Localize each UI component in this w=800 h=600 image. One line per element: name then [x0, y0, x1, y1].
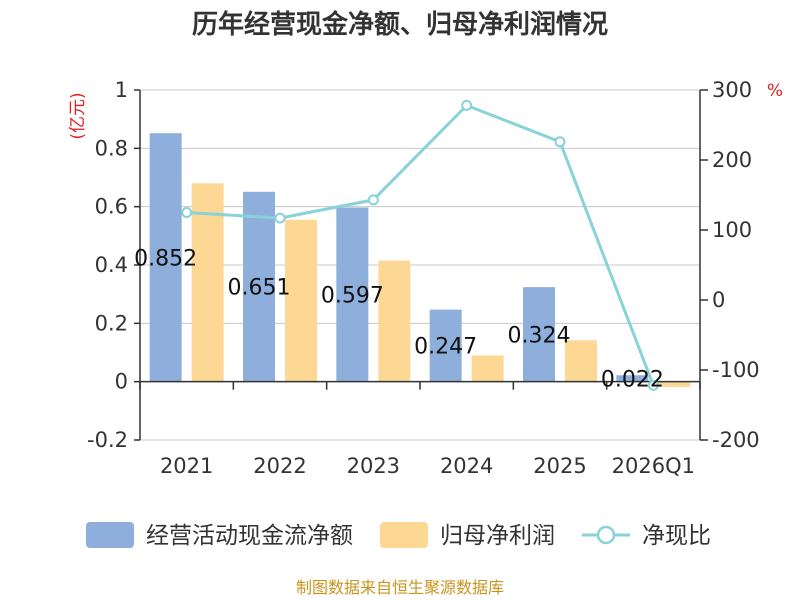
legend-label-net-profit: 归母净利润 [440, 523, 555, 549]
bars [149, 133, 691, 387]
source-note: 制图数据来自恒生聚源数据库 [296, 578, 504, 597]
x-tick-label: 2026Q1 [612, 454, 695, 478]
data-label: 0.324 [508, 323, 571, 348]
x-tick-label: 2025 [533, 454, 586, 478]
chart-title: 历年经营现金净额、归母净利润情况 [192, 9, 608, 40]
legend-swatch-net-profit [380, 522, 428, 548]
x-tick-label: 2023 [347, 454, 400, 478]
bar-cashflow [429, 309, 462, 382]
ratio-line-path [186, 103, 655, 386]
data-label: 0.022 [601, 367, 664, 392]
ratio-point [554, 136, 566, 148]
bar-net-profit [658, 381, 691, 387]
right-tick-label: -100 [712, 358, 760, 382]
left-tick-label: 0.4 [95, 253, 128, 277]
right-tick-label: 0 [712, 288, 725, 312]
bar-cashflow [149, 133, 182, 382]
left-axis-unit: (亿元) [68, 92, 88, 139]
ratio-line [181, 99, 659, 391]
left-tick-label: 0.8 [95, 136, 128, 160]
legend-marker-ratio [596, 525, 616, 545]
legend-label-cashflow: 经营活动现金流净额 [146, 523, 353, 549]
right-tick-label: -200 [712, 428, 760, 452]
bar-net-profit [191, 183, 224, 382]
legend: 经营活动现金流净额 归母净利润 净现比 [86, 522, 711, 549]
data-label: 0.597 [321, 284, 384, 309]
data-label: 0.651 [228, 276, 291, 301]
left-tick-label: 0.2 [95, 311, 128, 335]
legend-label-ratio: 净现比 [642, 523, 711, 549]
right-tick-label: 300 [712, 78, 752, 102]
left-tick-label: 1 [115, 78, 128, 102]
right-axis-unit: % [767, 81, 783, 101]
left-tick-label: -0.2 [87, 428, 128, 452]
bar-net-profit [471, 355, 504, 382]
bar-cashflow [616, 375, 649, 382]
right-tick-label: 100 [712, 218, 752, 242]
data-label: 0.247 [414, 335, 477, 360]
left-tick-label: 0.6 [95, 195, 128, 219]
bar-cashflow [243, 191, 275, 382]
ratio-point [367, 194, 379, 206]
ratio-point [461, 99, 473, 111]
tick-labels: -0.2 0 0.2 0.4 0.6 0.8 1 -200 -100 0 100 200 300 2021… [87, 78, 760, 478]
bar-net-profit [285, 219, 317, 382]
right-tick-label: 200 [712, 148, 752, 172]
legend-swatch-cashflow [86, 522, 134, 548]
ratio-point [181, 207, 193, 218]
left-tick-label: 0 [115, 370, 128, 394]
bar-cashflow [336, 207, 369, 382]
bar-cashflow [523, 287, 555, 382]
data-label: 0.852 [134, 246, 197, 271]
axes [134, 89, 708, 441]
x-tick-label: 2022 [253, 454, 306, 478]
bar-net-profit [565, 340, 597, 382]
ratio-point [274, 212, 286, 224]
data-labels: 0.852 0.651 0.597 0.247 0.324 0.022 [134, 246, 664, 392]
x-tick-label: 2021 [160, 454, 213, 478]
x-tick-label: 2024 [440, 454, 493, 478]
ratio-point [647, 379, 659, 391]
bar-net-profit [378, 260, 411, 382]
